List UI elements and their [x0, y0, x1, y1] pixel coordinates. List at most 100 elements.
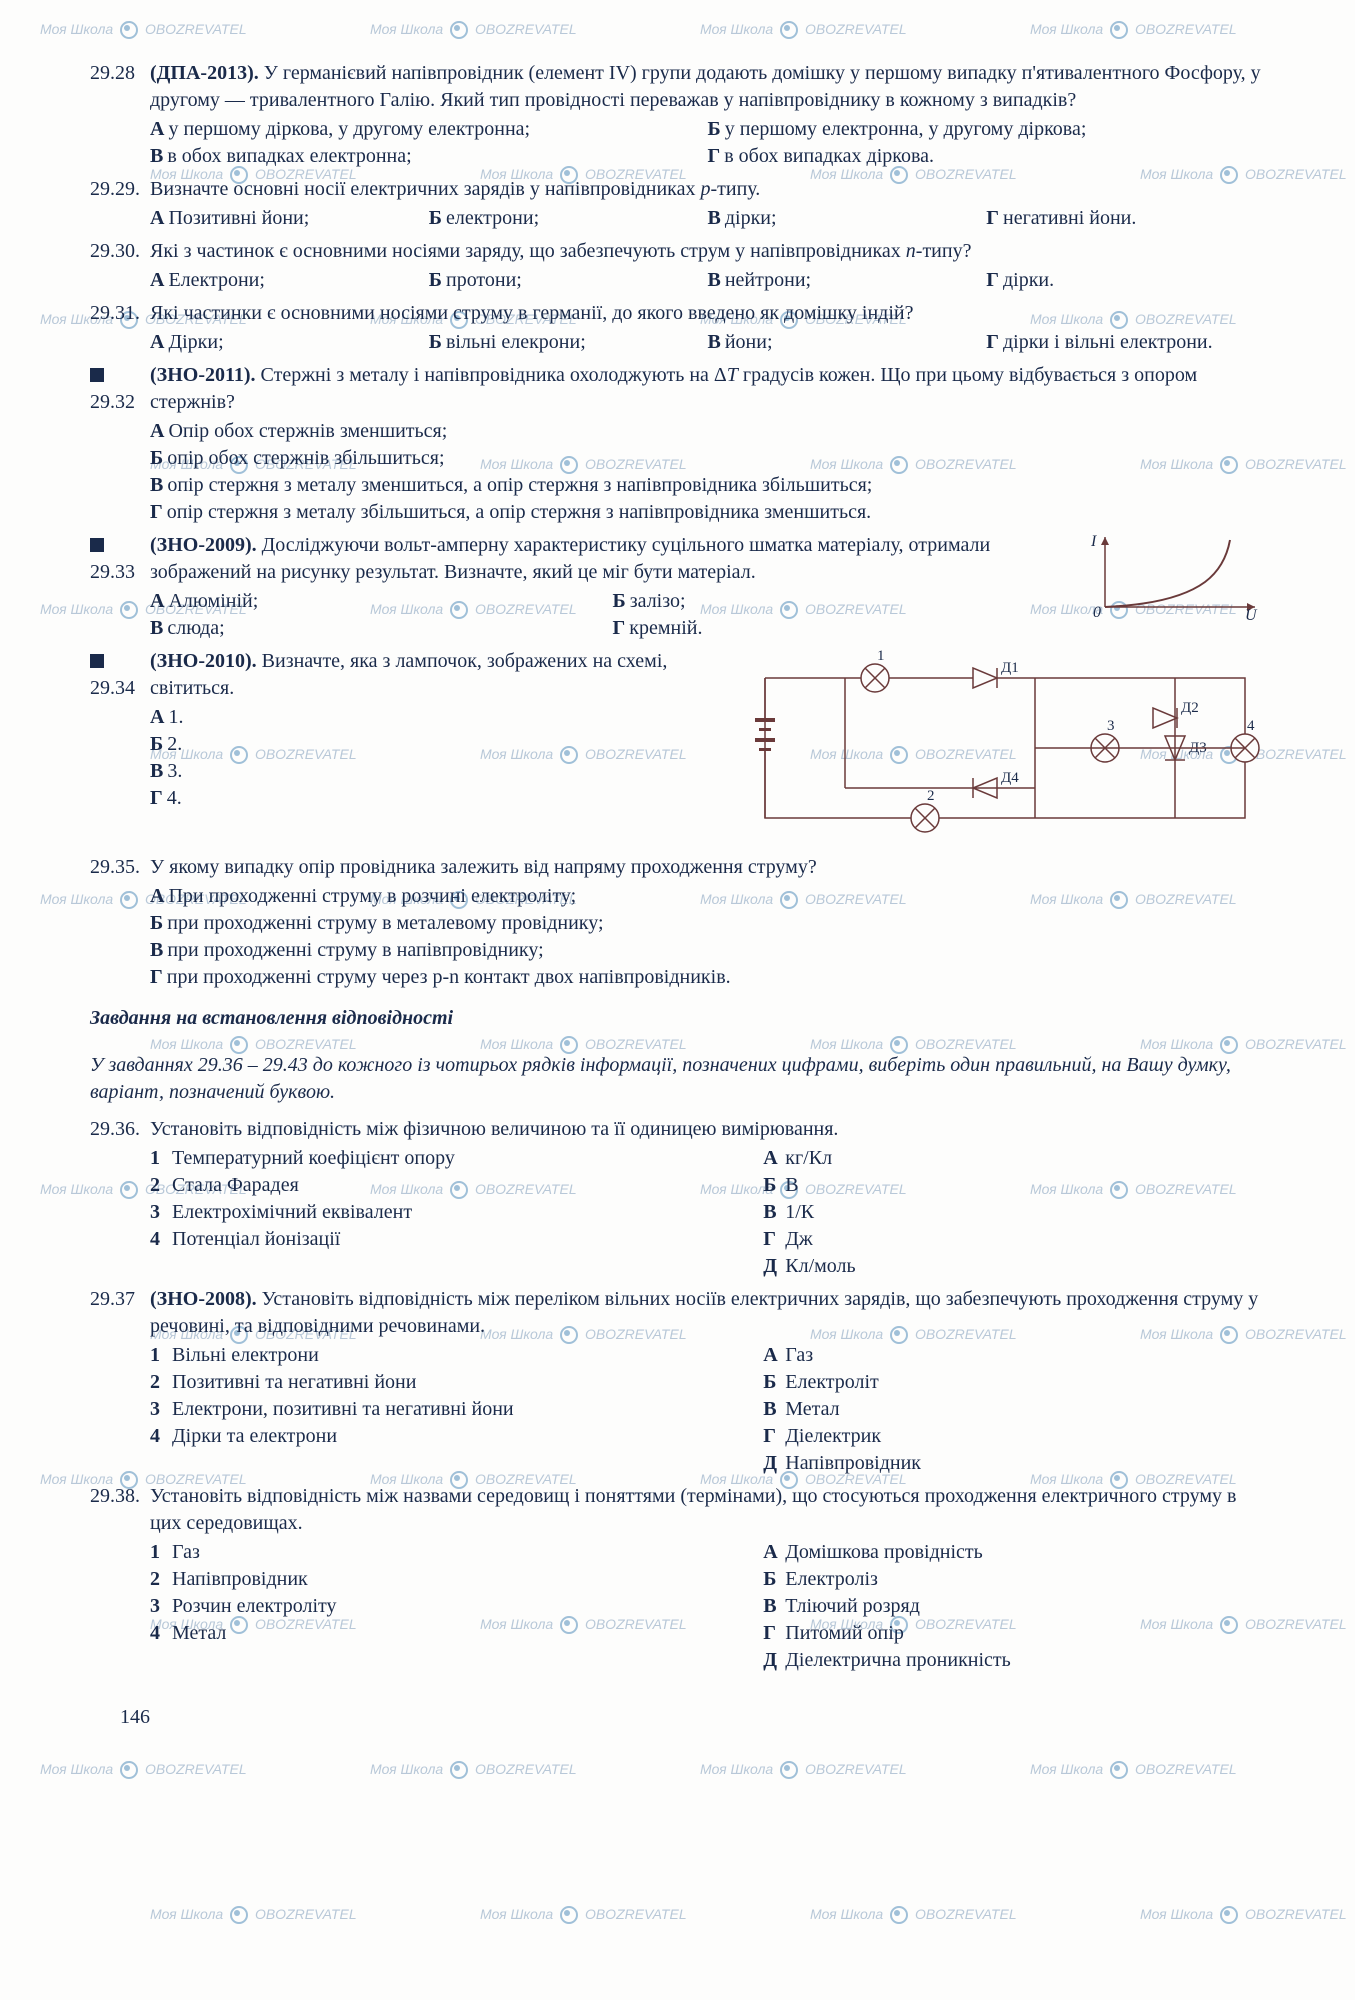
match-left-item: 1Вільні електрони: [150, 1342, 763, 1369]
watermark: Моя Школа OBOZREVATEL: [700, 1760, 907, 1779]
question-number-text: 29.28: [90, 62, 135, 84]
option-letter: Б: [150, 912, 163, 934]
question-number: 29.35.: [90, 854, 150, 991]
option-text: йони;: [725, 331, 773, 353]
question: 29.35.У якому випадку опір провідника за…: [90, 854, 1265, 991]
svg-text:I: I: [1090, 533, 1097, 550]
option: Вдірки;: [708, 205, 987, 232]
match-number: 1: [150, 1145, 172, 1172]
question-text: (ДПА-2013). У германієвий напівпровідник…: [150, 60, 1265, 114]
option-text: 4.: [167, 787, 182, 809]
match-right-item: БЕлектроліт: [763, 1369, 1265, 1396]
option-text: опір стержня з металу зменшиться, а опір…: [167, 474, 872, 496]
svg-text:3: 3: [1107, 718, 1115, 734]
question-text: Установіть відповідність між назвами сер…: [150, 1483, 1265, 1537]
watermark: Моя Школа OBOZREVATEL: [40, 1760, 247, 1779]
match-right-item: ДКл/моль: [763, 1253, 1265, 1280]
match-right-text: Кл/моль: [785, 1253, 1265, 1280]
option-text: Дірки;: [168, 331, 223, 353]
match-number: 3: [150, 1593, 172, 1620]
question-number: 29.36.: [90, 1116, 150, 1280]
option-text: Позитивні йони;: [168, 207, 309, 229]
question-body: (ДПА-2013). У германієвий напівпровідник…: [150, 60, 1265, 170]
option: Бопір обох стержнів збільшиться;: [150, 445, 1265, 472]
match-block: 1Газ2Напівпровідник3Розчин електроліту4М…: [150, 1539, 1265, 1674]
options: АДірки;Бвільні елекрони;Вйони;Гдірки і в…: [150, 329, 1265, 356]
page: Моя Школа OBOZREVATEL Моя Школа OBOZREVAT…: [0, 0, 1355, 2000]
match-number: 1: [150, 1539, 172, 1566]
option: Гв обох випадках діркова.: [708, 143, 1266, 170]
svg-text:Д2: Д2: [1181, 700, 1199, 716]
match-left-text: Розчин електроліту: [172, 1593, 763, 1620]
options: АПозитивні йони;Белектрони;Вдірки;Гнегат…: [150, 205, 1265, 232]
match-right-text: Напівпровідник: [785, 1450, 1265, 1477]
svg-text:2: 2: [927, 788, 935, 804]
match-left-text: Температурний коефіцієнт опору: [172, 1145, 763, 1172]
match-letter: Г: [763, 1620, 785, 1647]
option-text: в обох випадках електронна;: [167, 145, 411, 167]
option: Гдірки.: [986, 267, 1265, 294]
option-letter: Г: [150, 501, 163, 523]
option: Гопір стержня з металу збільшиться, а оп…: [150, 499, 1265, 526]
watermark: Моя Школа OBOZREVATEL: [700, 20, 907, 39]
option-letter: Г: [708, 145, 721, 167]
option: Гпри проходженні струму через p-n контак…: [150, 964, 1265, 991]
watermark: Моя Школа OBOZREVATEL: [40, 20, 247, 39]
option-text: дірки і вільні електрони.: [1003, 331, 1213, 353]
option-text: при проходженні струму в напівпровіднику…: [167, 939, 543, 961]
match-letter: А: [763, 1145, 785, 1172]
options: Ау першому діркова, у другому електронна…: [150, 116, 1265, 170]
match-left-column: 1Вільні електрони2Позитивні та негативні…: [150, 1342, 763, 1477]
match-letter: В: [763, 1593, 785, 1620]
match-right-text: Дж: [785, 1226, 1265, 1253]
match-number: 2: [150, 1369, 172, 1396]
option-text: у першому діркова, у другому електронна;: [168, 118, 530, 140]
match-left-item: 2Напівпровідник: [150, 1566, 763, 1593]
match-letter: Г: [763, 1226, 785, 1253]
match-right-text: Питомий опір: [785, 1620, 1265, 1647]
match-left-item: 2Стала Фарадея: [150, 1172, 763, 1199]
watermark: Моя Школа OBOZREVATEL: [480, 1905, 687, 1924]
question-number-text: 29.31.: [90, 302, 140, 324]
option-letter: Г: [986, 269, 999, 291]
question-text: (ЗНО-2008). Установіть відповідність між…: [150, 1286, 1265, 1340]
match-right-text: Електроліз: [785, 1566, 1265, 1593]
option-text: в обох випадках діркова.: [724, 145, 934, 167]
svg-text:Д1: Д1: [1001, 660, 1019, 676]
match-right-item: ВМетал: [763, 1396, 1265, 1423]
option-letter: В: [150, 617, 163, 639]
match-letter: Д: [763, 1450, 785, 1477]
match-left-text: Електрони, позитивні та негативні йони: [172, 1396, 763, 1423]
match-left-text: Газ: [172, 1539, 763, 1566]
option-letter: В: [708, 269, 721, 291]
option-letter: А: [150, 706, 164, 728]
svg-text:Д4: Д4: [1001, 770, 1019, 786]
option-letter: В: [708, 207, 721, 229]
option-letter: А: [150, 207, 164, 229]
options: А1.Б2.В3.Г4.: [150, 704, 715, 812]
question-text: У якому випадку опір провідника залежить…: [150, 854, 1265, 881]
svg-text:U: U: [1245, 607, 1258, 622]
match-left-text: Потенціал йонізації: [172, 1226, 763, 1253]
svg-text:4: 4: [1247, 718, 1255, 734]
match-left-item: 2Позитивні та негативні йони: [150, 1369, 763, 1396]
match-letter: Д: [763, 1647, 785, 1674]
question-number: 29.38.: [90, 1483, 150, 1674]
match-right-item: ГДіелектрик: [763, 1423, 1265, 1450]
match-right-item: ГПитомий опір: [763, 1620, 1265, 1647]
match-left-item: 3Електрохімічний еквівалент: [150, 1199, 763, 1226]
question: 29.30.Які з частинок є основними носіями…: [90, 238, 1265, 294]
question-number: 29.32: [90, 362, 150, 526]
match-right-item: АДомішкова провідність: [763, 1539, 1265, 1566]
match-right-item: БЕлектроліз: [763, 1566, 1265, 1593]
question-text: (ЗНО-2010). Визначте, яка з лампочок, зо…: [150, 648, 715, 702]
question-number-text: 29.29.: [90, 178, 140, 200]
match-letter: Д: [763, 1253, 785, 1280]
option-text: Електрони;: [168, 269, 264, 291]
question: 29.29.Визначте основні носії електричних…: [90, 176, 1265, 232]
option-text: вільні елекрони;: [446, 331, 586, 353]
question-body: (ЗНО-2009). Досліджуючи вольт-амперну ха…: [150, 532, 1265, 642]
option: А1.: [150, 704, 715, 731]
question-text: Установіть відповідність між фізичною ве…: [150, 1116, 1265, 1143]
match-right-item: БВ: [763, 1172, 1265, 1199]
